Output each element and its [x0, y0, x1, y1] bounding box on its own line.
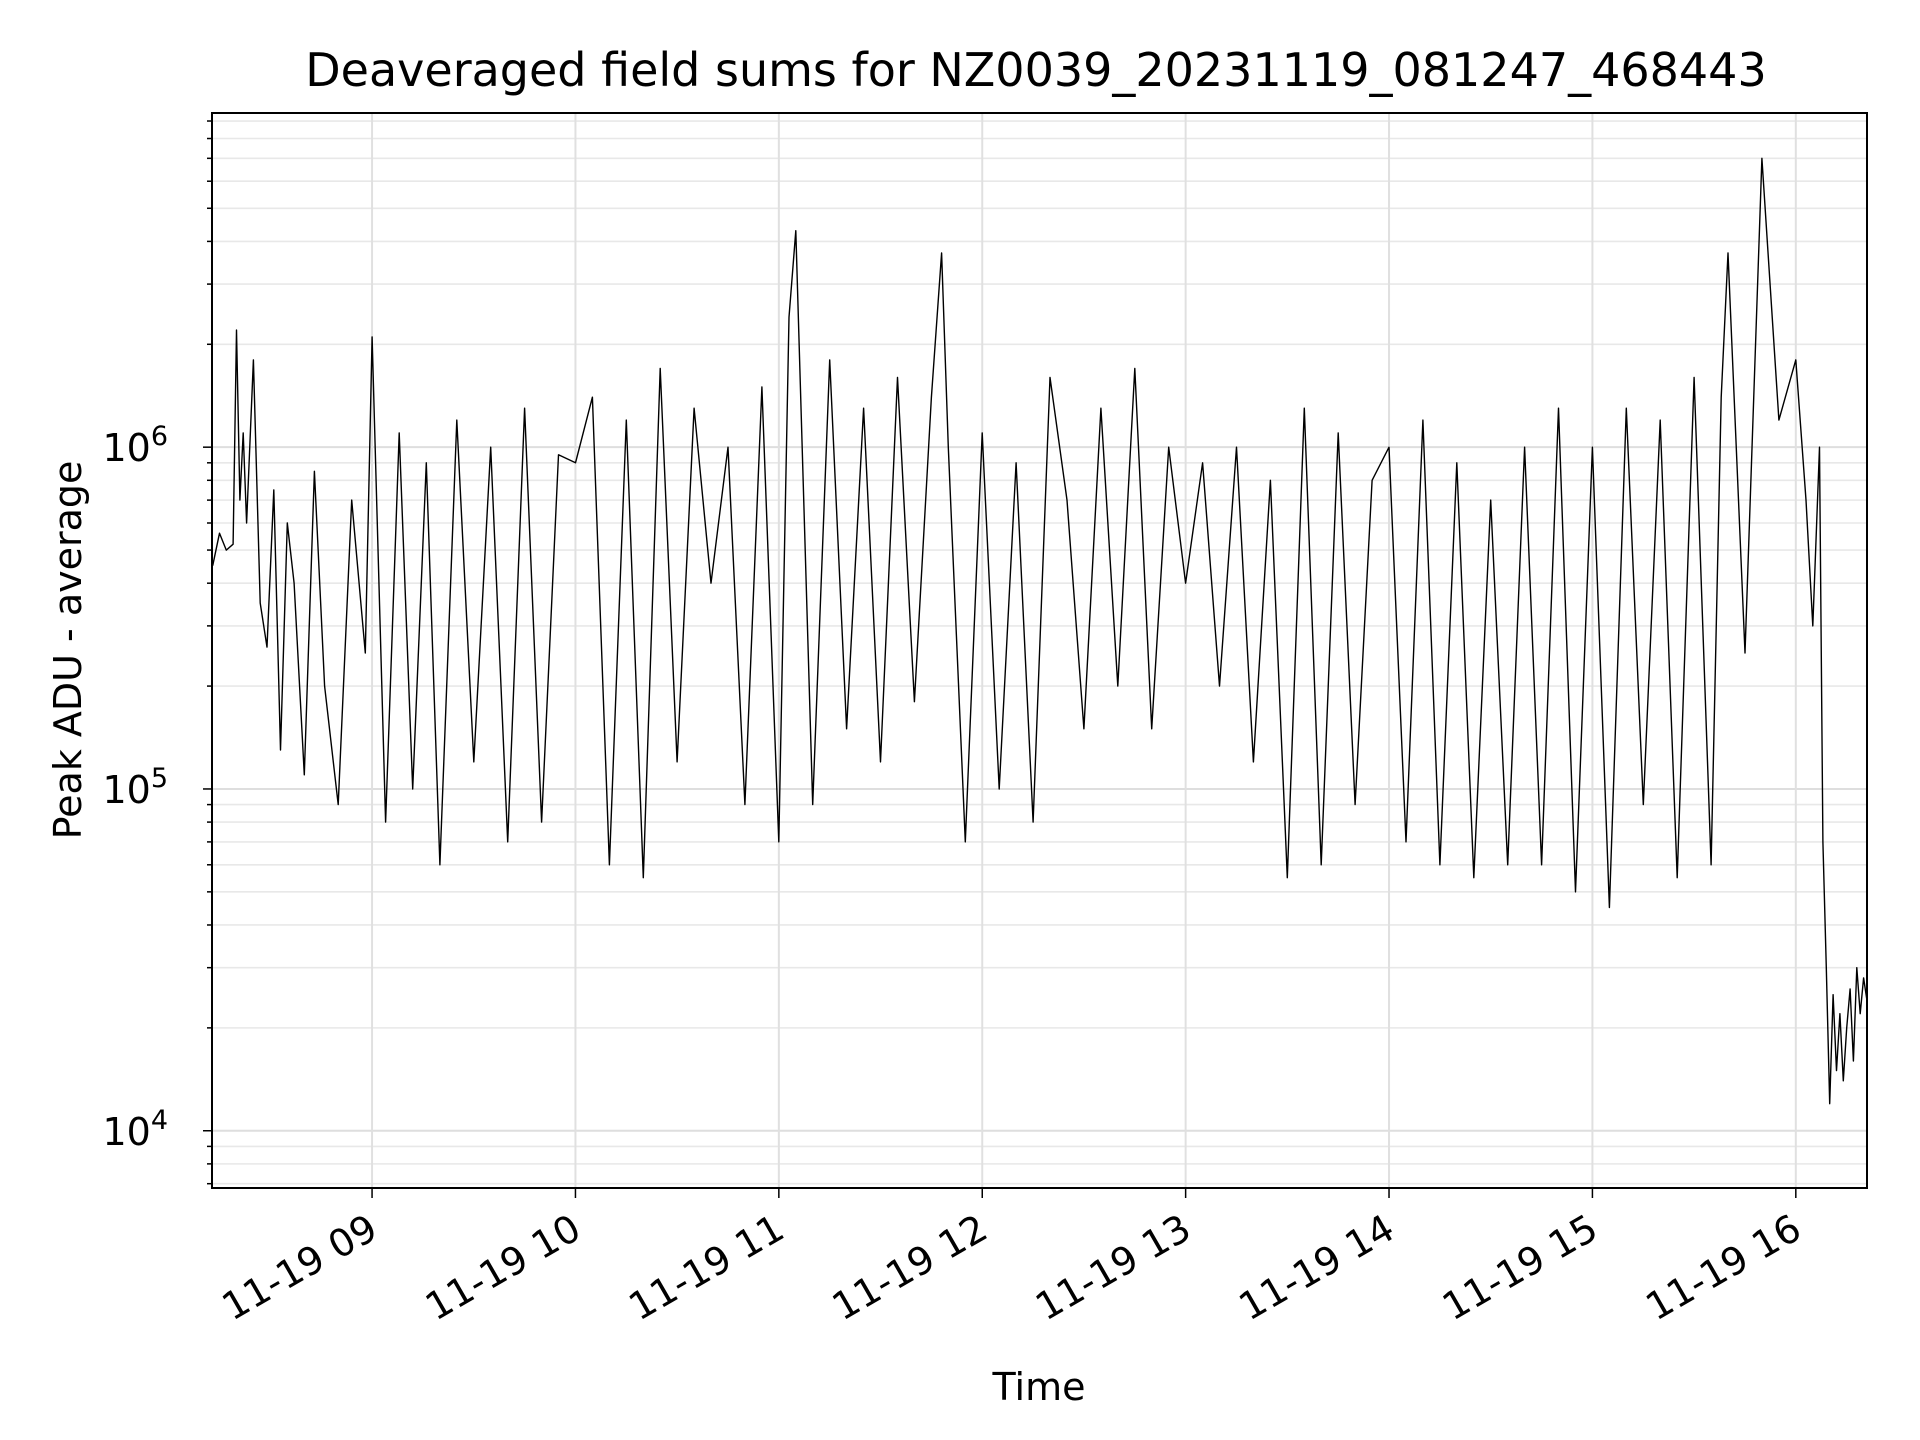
plot-area: [212, 157, 1868, 1105]
axes-frame: [211, 112, 1868, 1189]
series-line: [212, 157, 1868, 1105]
y-axis-label: Peak ADU - average: [46, 461, 90, 840]
y-tick-exponent: 5: [151, 763, 168, 794]
y-tick-exponent: 4: [151, 1105, 168, 1136]
y-tick-exponent: 6: [151, 421, 168, 452]
x-axis-label: Time: [992, 1365, 1086, 1409]
chart-title: Deaveraged field sums for NZ0039_2023111…: [305, 43, 1766, 97]
